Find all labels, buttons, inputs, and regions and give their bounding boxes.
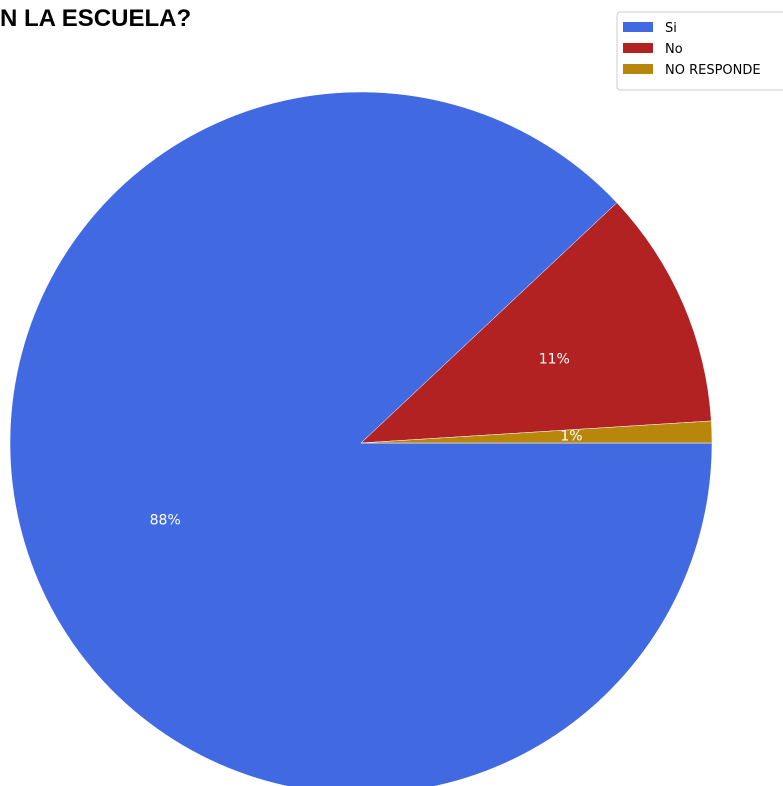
- legend-frame: [616, 11, 783, 91]
- slice-label-no: 11%: [539, 351, 570, 367]
- slice-label-si: 88%: [150, 513, 181, 529]
- slice-label-no-responde: 1%: [560, 428, 582, 444]
- pie-slice-si: [9, 91, 713, 786]
- pie-slice-no: [360, 202, 712, 444]
- legend-label-si: Si: [665, 21, 677, 36]
- legend-swatch-si: [623, 22, 653, 32]
- legend-entries: Si No NO RESPONDE: [623, 21, 761, 78]
- legend-swatch-no: [623, 43, 653, 53]
- legend: Si No NO RESPONDE: [616, 11, 783, 91]
- chart-title: N LA ESCUELA?: [0, 5, 191, 32]
- legend-label-no: No: [665, 42, 683, 57]
- pie-slices: [9, 91, 713, 786]
- pie-slice-no-responde: [360, 420, 713, 444]
- pie-slice-labels: 88% 11% 1%: [150, 351, 583, 528]
- legend-swatch-no-responde: [623, 64, 653, 74]
- legend-label-no-responde: NO RESPONDE: [665, 63, 761, 78]
